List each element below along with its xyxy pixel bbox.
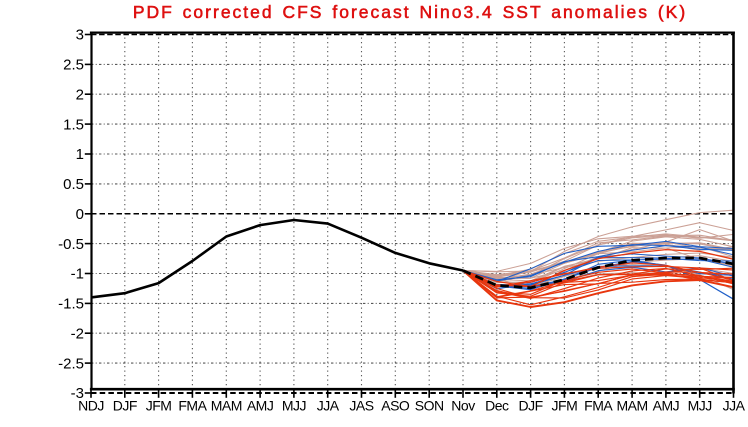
svg-text:1: 1	[76, 146, 84, 163]
svg-text:DJF: DJF	[519, 398, 543, 414]
svg-text:-3: -3	[71, 385, 84, 402]
svg-text:AMJ: AMJ	[247, 398, 274, 414]
svg-text:FMA: FMA	[584, 398, 613, 414]
svg-text:-1.5: -1.5	[58, 296, 84, 313]
svg-text:-0.5: -0.5	[58, 236, 84, 253]
svg-text:MAM: MAM	[211, 398, 242, 414]
svg-text:MJJ: MJJ	[282, 398, 306, 414]
svg-text:1.5: 1.5	[63, 116, 84, 133]
svg-text:JFM: JFM	[146, 398, 172, 414]
svg-text:MJJ: MJJ	[688, 398, 712, 414]
svg-text:DJF: DJF	[113, 398, 137, 414]
svg-text:MAM: MAM	[617, 398, 648, 414]
svg-text:3: 3	[76, 27, 84, 44]
svg-text:NDJ: NDJ	[78, 398, 104, 414]
svg-text:-2.5: -2.5	[58, 355, 84, 372]
svg-text:FMA: FMA	[178, 398, 207, 414]
svg-text:JJA: JJA	[723, 398, 746, 414]
svg-text:PDF corrected CFS forecast Nin: PDF corrected CFS forecast Nino3.4 SST a…	[133, 2, 687, 22]
svg-text:2.5: 2.5	[63, 57, 84, 74]
svg-text:-2: -2	[71, 325, 84, 342]
svg-text:2: 2	[76, 87, 84, 104]
svg-text:JFM: JFM	[552, 398, 578, 414]
svg-text:0: 0	[76, 206, 84, 223]
svg-text:ASO: ASO	[381, 398, 410, 414]
svg-text:SON: SON	[415, 398, 444, 414]
svg-text:JJA: JJA	[317, 398, 340, 414]
svg-text:Dec: Dec	[485, 398, 509, 414]
svg-text:Nov: Nov	[451, 398, 475, 414]
svg-text:0.5: 0.5	[63, 176, 84, 193]
svg-text:JAS: JAS	[349, 398, 373, 414]
svg-text:-1: -1	[71, 266, 84, 283]
svg-text:AMJ: AMJ	[653, 398, 680, 414]
